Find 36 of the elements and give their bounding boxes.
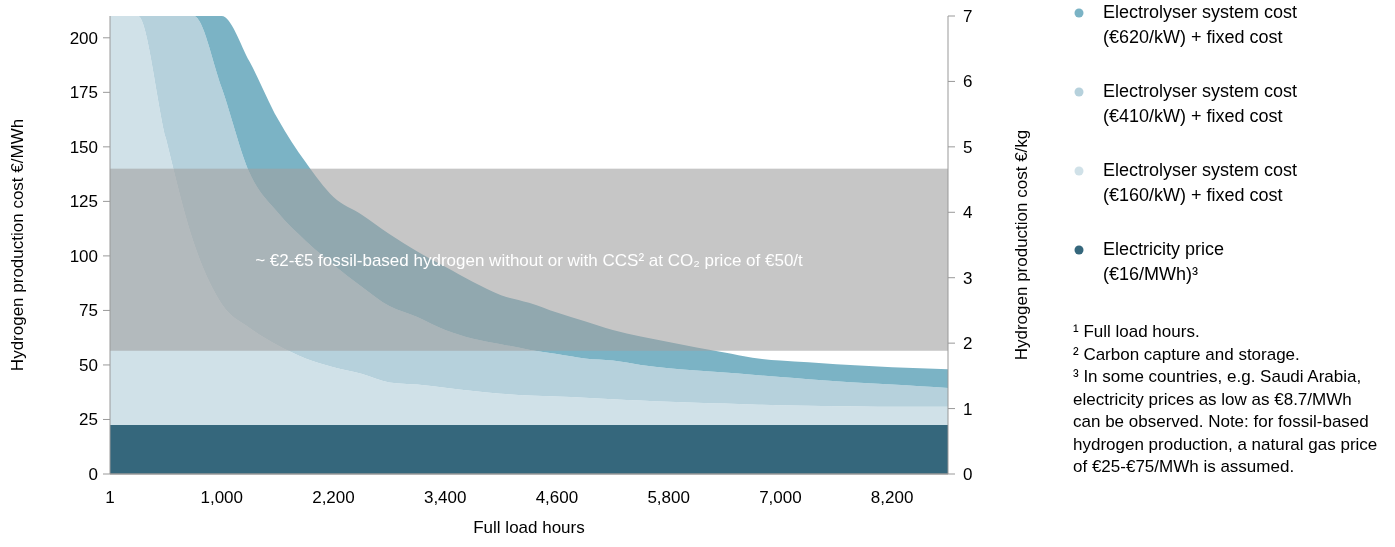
y-axis-title: Hydrogen production cost €/MWh [8, 118, 27, 372]
y2-tick-label: 6 [963, 72, 973, 92]
x-tick-label: 5,800 [647, 488, 690, 507]
y-tick-label: 0 [88, 464, 98, 484]
legend-label: Electricity price (€16/MWh)³ [1103, 239, 1225, 284]
y-tick-label: 150 [69, 137, 98, 157]
legend-label: Electrolyser system cost (€620/kW) + fixed cost [1103, 2, 1298, 47]
y-tick-label: 175 [69, 83, 98, 103]
legend-label: Electrolyser system cost (€160/kW) + fixed cost [1103, 160, 1298, 205]
x-axis-title: Full load hours [473, 518, 585, 537]
x-tick-label: 8,200 [870, 488, 914, 507]
y-tick-label: 200 [69, 28, 98, 48]
y2-tick-label: 4 [963, 203, 973, 223]
band-label: ~ €2-€5 fossil-based hydrogen without or with CCS² at CO₂ price of €50/t [255, 250, 804, 270]
y2-tick-label: 2 [963, 334, 973, 354]
y-tick-label: 75 [79, 301, 98, 321]
y2-tick-label: 0 [963, 464, 973, 484]
y2-tick-label: 7 [963, 6, 973, 26]
y2-tick-label: 5 [963, 137, 973, 157]
y-tick-label: 100 [69, 246, 98, 266]
y-tick-label: 50 [79, 355, 98, 375]
x-tick-label: 3,400 [423, 488, 467, 507]
y2-tick-label: 3 [963, 268, 973, 288]
x-tick-label: 2,200 [312, 488, 355, 507]
x-tick-label: 1,000 [200, 488, 244, 507]
legend-label: Electrolyser system cost (€410/kW) + fixed cost [1103, 81, 1298, 126]
y-tick-label: 125 [69, 192, 98, 212]
y2-tick-label: 1 [963, 399, 973, 419]
x-tick-label: 1 [105, 488, 115, 507]
x-tick-label: 7,000 [759, 488, 802, 507]
x-tick-label: 4,600 [535, 488, 579, 507]
text: ¹ Full load hours. [1073, 322, 1200, 341]
text: ³ In some countries, e.g. Saudi Arabia, electricity prices as low as €8.7/MWh can be observed. Note: for fossil-based hydrogen production, a natural gas price of €25-€75/MWh is assumed. [1073, 367, 1378, 476]
text: ² Carbon capture and storage. [1073, 344, 1300, 364]
y-tick-label: 25 [79, 410, 98, 430]
y2-axis-title: Hydrogen production cost €/kg [1012, 129, 1031, 361]
